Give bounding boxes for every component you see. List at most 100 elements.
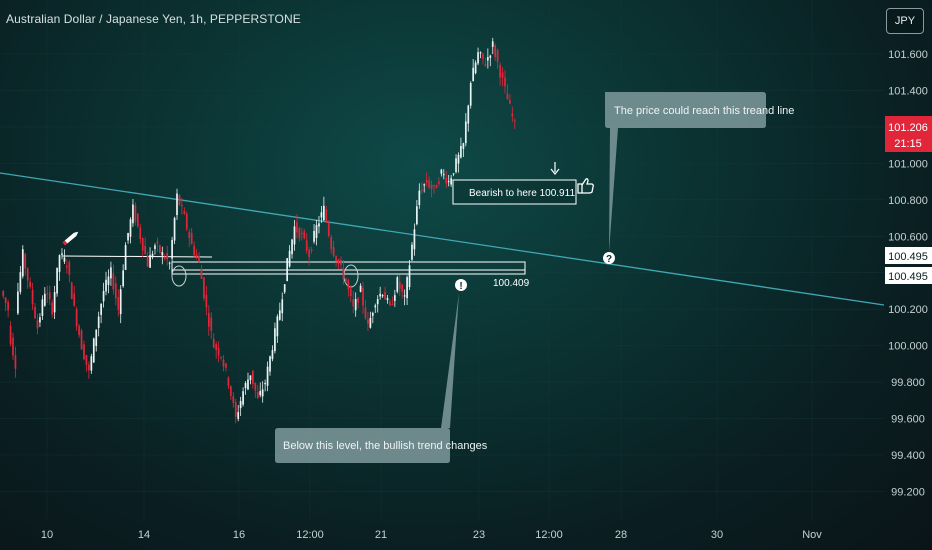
down-arrow-icon xyxy=(550,162,560,175)
candle-body xyxy=(112,273,115,290)
candle-body xyxy=(31,289,34,305)
candle-body xyxy=(440,169,443,174)
info-icon[interactable]: ! xyxy=(455,279,467,292)
candle-body xyxy=(58,255,61,272)
candle-body xyxy=(102,290,105,302)
candle-body xyxy=(313,230,315,242)
candle-body xyxy=(482,53,484,59)
question-icon[interactable]: ? xyxy=(603,252,615,265)
y-tick-label: 100.000 xyxy=(888,341,928,353)
candle-body xyxy=(315,224,318,238)
x-tick-label: 16 xyxy=(233,529,245,541)
candle-body xyxy=(90,356,93,371)
candle-body xyxy=(80,330,83,350)
x-tick-label: 21 xyxy=(375,529,387,541)
candle-body xyxy=(325,209,328,222)
candle-body xyxy=(232,396,235,403)
pencil-icon xyxy=(62,231,79,246)
candle-body xyxy=(168,262,171,264)
candle-body xyxy=(499,64,501,78)
candle-body xyxy=(129,219,132,237)
retest-circle-left xyxy=(171,265,187,287)
candle-body xyxy=(486,57,489,61)
candle-body xyxy=(36,320,39,329)
trendline-tag-1: 100.495 xyxy=(885,247,932,264)
candle-body xyxy=(386,298,389,301)
horizontal-ray[interactable] xyxy=(61,255,213,258)
x-axis[interactable]: 10 14 16 12:00 21 23 12:00 28 30 Nov xyxy=(41,529,822,541)
candle-body xyxy=(420,189,423,192)
candle-body xyxy=(320,212,323,218)
candle-body xyxy=(433,185,435,187)
callout-bottom[interactable]: Below this level, the bullish trend chan… xyxy=(275,293,488,463)
candle-body xyxy=(24,253,27,269)
candle-body xyxy=(349,288,352,296)
x-tick-label: 10 xyxy=(41,529,53,541)
candle-body xyxy=(494,45,497,57)
candle-body xyxy=(286,258,289,282)
candle-body xyxy=(310,249,313,251)
candle-body xyxy=(198,256,200,262)
candle-body xyxy=(369,317,372,328)
callout-top[interactable]: The price could reach this treand line xyxy=(605,92,794,252)
candle-body xyxy=(34,307,36,319)
candle-body xyxy=(46,293,49,295)
candle-body xyxy=(222,359,225,367)
trend-line[interactable] xyxy=(0,172,885,306)
candle-body xyxy=(83,344,85,360)
candle-body xyxy=(408,265,411,288)
price-tag-countdown: 21:15 xyxy=(894,138,922,150)
candle-body xyxy=(340,259,342,265)
candle-body xyxy=(12,337,14,356)
candle-body xyxy=(484,64,487,66)
candle-body xyxy=(136,213,139,227)
x-tick-label: 30 xyxy=(711,529,723,541)
currency-button[interactable]: JPY xyxy=(886,8,924,34)
candle-body xyxy=(274,328,276,352)
candle-body xyxy=(506,93,509,100)
target-box[interactable] xyxy=(452,179,577,205)
candle-body xyxy=(107,276,110,285)
candle-body xyxy=(78,326,80,336)
candle-body xyxy=(477,52,479,64)
x-tick-label: 14 xyxy=(138,529,150,541)
y-tick-label: 101.000 xyxy=(888,158,928,170)
candle-body xyxy=(464,121,467,144)
candle-body xyxy=(166,252,169,260)
candle-body xyxy=(85,354,88,365)
candle-body xyxy=(455,158,457,172)
candle-body xyxy=(217,347,220,356)
candle-body xyxy=(428,180,430,188)
candle-body xyxy=(396,277,399,292)
candle-body xyxy=(227,377,230,386)
candle-body xyxy=(367,319,369,324)
candle-body xyxy=(163,256,166,260)
candle-body xyxy=(249,375,252,381)
candle-body xyxy=(210,317,213,331)
candle-body xyxy=(403,295,406,297)
candle-body xyxy=(134,205,137,222)
x-tick-label: 12:00 xyxy=(535,529,563,541)
candle-body xyxy=(205,294,208,308)
candle-body xyxy=(171,239,173,259)
candle-body xyxy=(119,289,122,315)
candle-body xyxy=(225,363,227,369)
candle-body xyxy=(359,285,362,292)
candle-body xyxy=(416,206,418,225)
candle-body xyxy=(374,305,377,308)
candle-body xyxy=(271,350,274,360)
candle-body xyxy=(261,389,264,397)
candle-body xyxy=(445,177,448,184)
candle-body xyxy=(300,233,303,235)
candle-body xyxy=(425,179,428,183)
x-tick-label: 12:00 xyxy=(296,529,324,541)
candle-body xyxy=(117,297,120,310)
candle-body xyxy=(193,245,195,256)
candle-body xyxy=(41,299,44,316)
candle-body xyxy=(173,217,176,241)
support-zone-lower[interactable] xyxy=(171,269,526,275)
candle-body xyxy=(149,255,151,268)
candle-body xyxy=(489,55,492,58)
candle-body xyxy=(39,317,41,323)
